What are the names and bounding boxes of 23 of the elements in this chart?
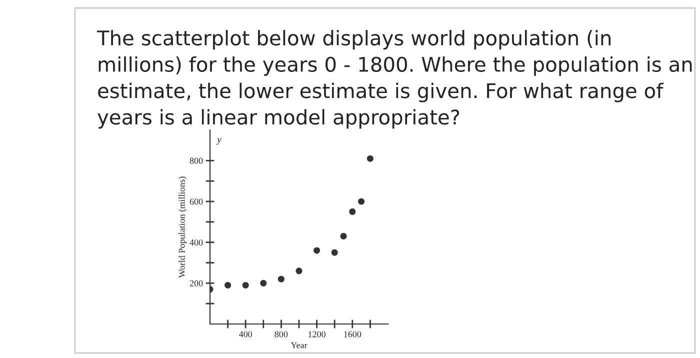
y-tick-label: 400: [190, 239, 203, 246]
y-tick-label: 800: [190, 158, 203, 164]
y-tick-label: 200: [190, 280, 203, 286]
x-axis-title: Year: [290, 342, 308, 348]
x-tick-label: 1600: [344, 331, 362, 338]
annotation: y: [216, 138, 222, 145]
x-tick-label: 400: [239, 331, 252, 338]
x-tick-label: 1200: [308, 331, 326, 338]
chart-title: The scatterplot below displays world population (in millions) for the years 0 - 1800. Where the population is an estimate, the lower estimate is given. For what range of years is a linear model appropriate?: [96, 30, 692, 129]
point: [331, 249, 338, 256]
point: [340, 232, 347, 240]
point: [224, 282, 232, 288]
y-axis-title: World Population (millions): [178, 176, 187, 278]
point: [242, 282, 249, 288]
point: [366, 155, 374, 162]
point: [260, 280, 267, 286]
x-tick-label: 800: [274, 331, 288, 338]
point: [314, 247, 320, 254]
point: [296, 268, 302, 274]
point: [349, 208, 356, 215]
point: [358, 198, 365, 205]
point: [278, 276, 284, 282]
y-tick-label: 600: [190, 198, 203, 205]
